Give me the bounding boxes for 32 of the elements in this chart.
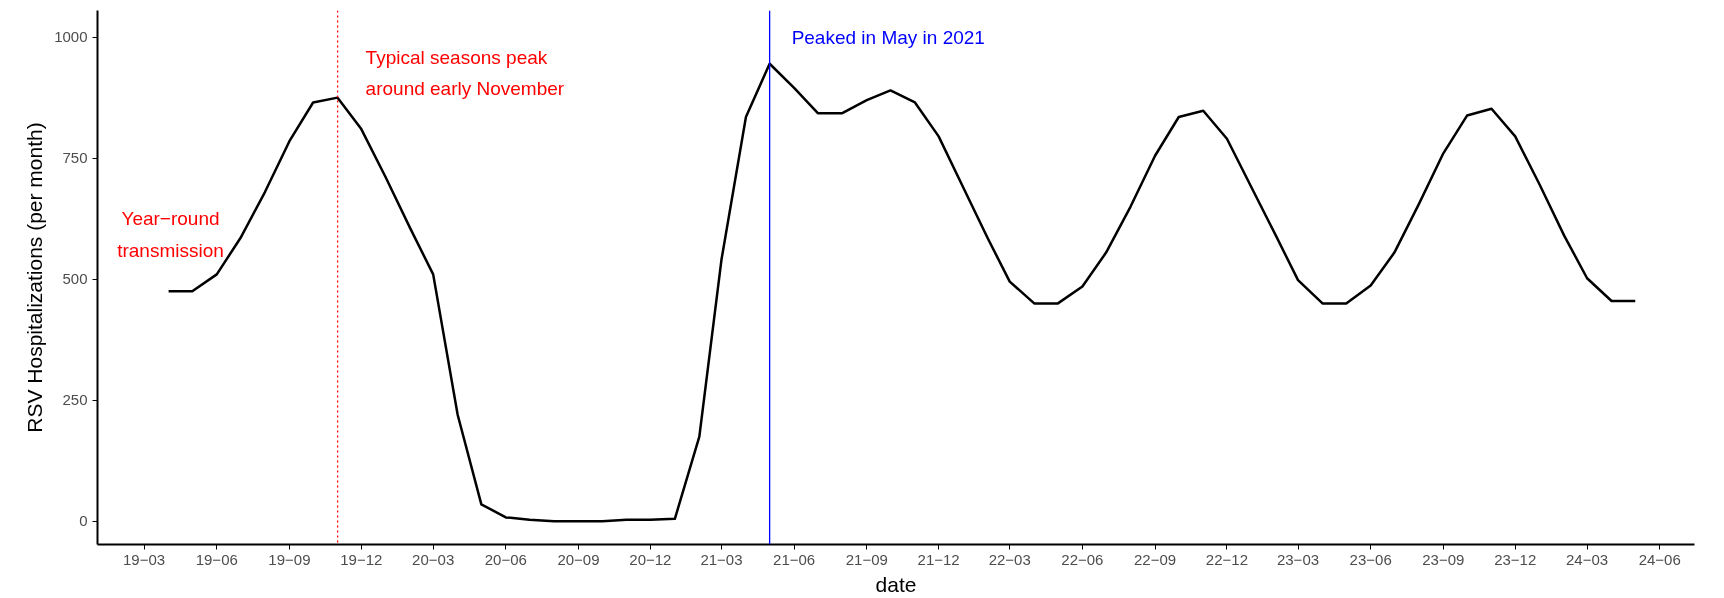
x-tick-label: 22−06 bbox=[1061, 550, 1104, 568]
x-tick-label: 23−12 bbox=[1494, 550, 1537, 568]
y-axis-title: RSV Hospitalizations (per month) bbox=[23, 122, 47, 433]
x-tick-label: 23−03 bbox=[1276, 550, 1320, 568]
x-tick-label: 21−09 bbox=[845, 550, 888, 568]
x-tick-label: 19−03 bbox=[123, 550, 166, 568]
annotation: Year−round transmission bbox=[117, 208, 224, 261]
y-tick-label: 250 bbox=[62, 391, 88, 409]
x-tick-label: 21−06 bbox=[773, 550, 816, 568]
y-tick-label: 750 bbox=[62, 149, 88, 167]
x-tick-label: 22−09 bbox=[1133, 550, 1177, 568]
x-tick-label: 19−06 bbox=[195, 550, 238, 568]
x-tick-label: 23−09 bbox=[1422, 550, 1465, 568]
y-tick-label: 500 bbox=[62, 270, 88, 288]
x-tick-label: 20−06 bbox=[484, 550, 527, 568]
x-tick-label: 19−12 bbox=[340, 550, 383, 568]
x-tick-label: 22−12 bbox=[1205, 550, 1249, 568]
x-tick-label: 20−12 bbox=[629, 550, 672, 568]
ref-line-label: Peaked in May in 2021 bbox=[791, 26, 985, 48]
x-tick-label: 22−03 bbox=[988, 550, 1031, 568]
ref-line-label: Typical seasons peak around early November bbox=[365, 46, 565, 99]
x-tick-label: 20−03 bbox=[412, 550, 455, 568]
x-axis-title: date bbox=[875, 572, 917, 596]
x-tick-label: 23−06 bbox=[1349, 550, 1392, 568]
y-tick-label: 0 bbox=[79, 512, 88, 530]
x-tick-label: 21−12 bbox=[917, 550, 960, 568]
x-tick-label: 19−09 bbox=[268, 550, 311, 568]
x-tick-label: 24−03 bbox=[1566, 550, 1609, 568]
y-tick-label: 1000 bbox=[54, 28, 88, 46]
x-tick-label: 21−03 bbox=[700, 550, 743, 568]
x-tick-label: 20−09 bbox=[557, 550, 600, 568]
x-tick-label: 24−06 bbox=[1638, 550, 1681, 568]
